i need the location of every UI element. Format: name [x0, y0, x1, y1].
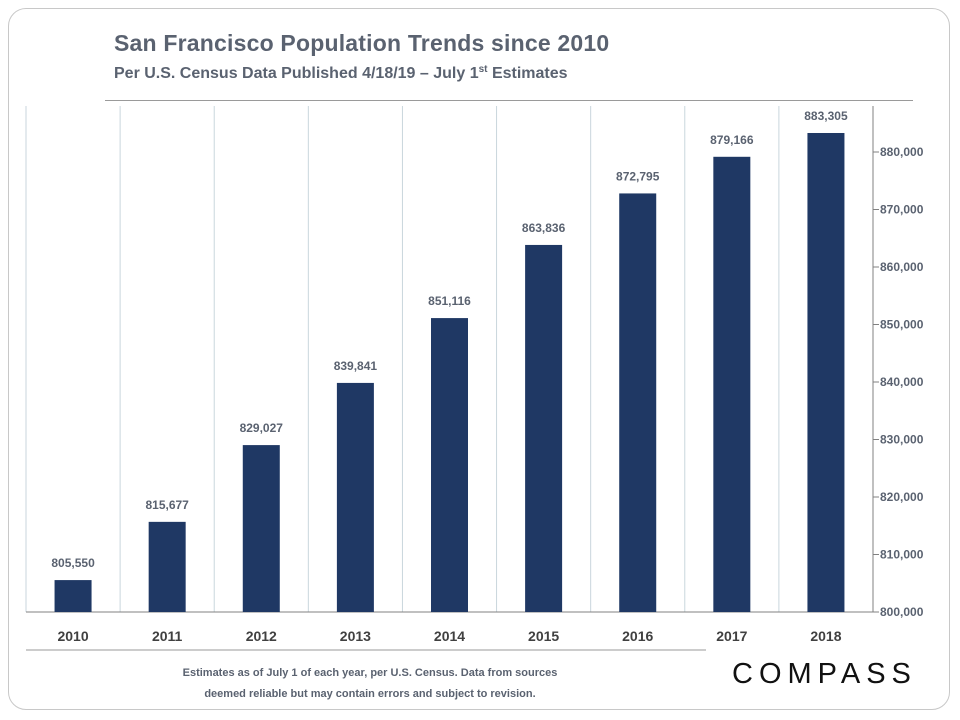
- x-tick-label: 2012: [246, 628, 277, 644]
- bar: [807, 132, 845, 612]
- bar-value-label: 879,166: [710, 133, 754, 147]
- bar-value-label: 805,550: [51, 556, 95, 570]
- subtitle-main: Per U.S. Census Data Published 4/18/19 –…: [114, 65, 479, 82]
- bar: [242, 445, 280, 612]
- y-tick-label: 850,000: [880, 318, 924, 332]
- footnote-line-2: deemed reliable but may contain errors a…: [204, 688, 536, 700]
- x-tick-label: 2015: [528, 628, 559, 644]
- compass-logo: COMPASS: [732, 658, 917, 690]
- footnote: Estimates as of July 1 of each year, per…: [120, 663, 620, 705]
- bar-value-label: 851,116: [428, 294, 471, 308]
- subtitle-end: Estimates: [487, 65, 568, 82]
- x-tick-label: 2018: [810, 628, 841, 644]
- y-tick-label: 840,000: [880, 375, 924, 389]
- y-tick-label: 860,000: [880, 260, 924, 274]
- bar-value-label: 815,677: [145, 498, 189, 512]
- y-tick-label: 870,000: [880, 203, 924, 217]
- chart-subtitle: Per U.S. Census Data Published 4/18/19 –…: [114, 64, 568, 83]
- footnote-line-1: Estimates as of July 1 of each year, per…: [182, 667, 558, 679]
- bar-value-label: 872,795: [616, 169, 660, 183]
- y-tick-label: 800,000: [880, 605, 924, 619]
- bar: [54, 580, 92, 612]
- y-tick-label: 880,000: [880, 145, 924, 159]
- y-tick-label: 810,000: [880, 548, 924, 562]
- bar: [431, 318, 468, 612]
- bar-value-label: 839,841: [334, 359, 378, 373]
- bar: [713, 156, 751, 612]
- x-tick-label: 2010: [57, 628, 88, 644]
- x-tick-label: 2016: [622, 628, 653, 644]
- x-tick-label: 2011: [152, 628, 183, 644]
- bar-value-label: 829,027: [240, 421, 284, 435]
- bar: [619, 193, 657, 612]
- x-tick-label: 2014: [434, 628, 465, 644]
- y-tick-label: 820,000: [880, 490, 924, 504]
- bar: [336, 382, 374, 612]
- x-tick-label: 2013: [340, 628, 371, 644]
- bar: [148, 521, 186, 612]
- y-tick-label: 830,000: [880, 433, 924, 447]
- bar-value-label: 863,836: [522, 221, 566, 235]
- bar-value-label: 883,305: [804, 109, 848, 123]
- title-divider: [105, 100, 913, 101]
- subtitle-superscript: st: [478, 64, 488, 75]
- bar: [525, 244, 563, 612]
- chart-title: San Francisco Population Trends since 20…: [114, 30, 610, 56]
- x-tick-label: 2017: [716, 628, 747, 644]
